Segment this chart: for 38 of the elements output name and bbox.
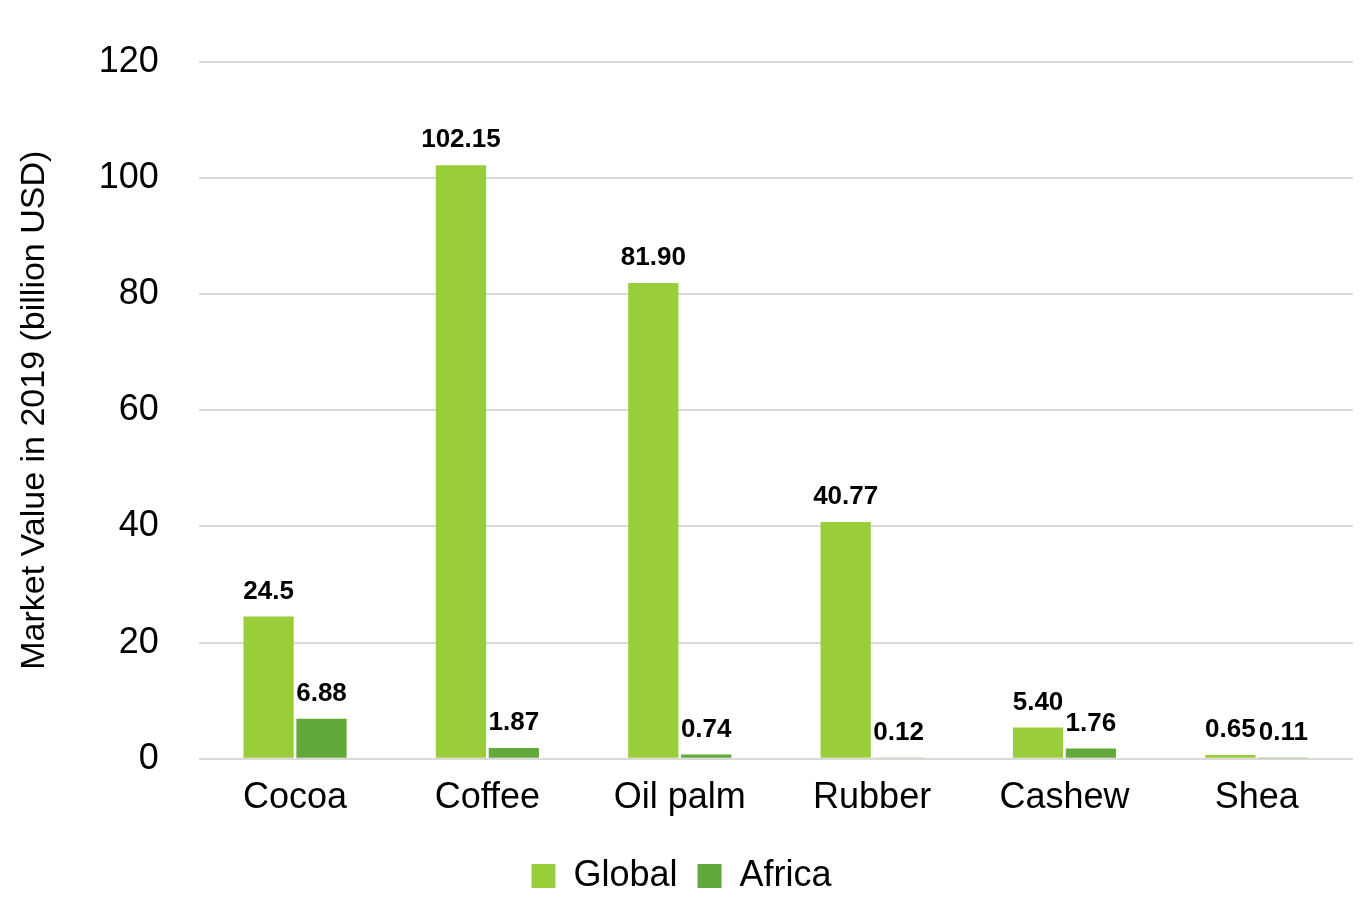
y-tick-label: 60	[118, 387, 159, 429]
bar	[1205, 755, 1256, 758]
y-tick-label: 20	[118, 619, 159, 661]
data-label: 5.40	[1012, 685, 1064, 716]
data-label: 24.5	[243, 574, 294, 605]
data-label: 81.90	[620, 241, 686, 272]
x-tick-label: Coffee	[434, 775, 541, 817]
bar	[628, 282, 679, 758]
data-label: 102.15	[421, 123, 501, 154]
x-tick-label: Oil palm	[613, 775, 746, 817]
data-label: 6.88	[296, 677, 347, 707]
y-tick-label: 80	[118, 270, 159, 312]
y-axis-title: Market Value in 2019 (billion USD)	[12, 150, 51, 670]
bar	[820, 521, 871, 758]
bar	[243, 616, 294, 758]
data-label: 0.74	[680, 712, 733, 743]
data-label: 0.11	[1258, 716, 1308, 747]
x-tick-label: Rubber	[813, 775, 932, 817]
bar	[296, 718, 347, 758]
data-label: 40.77	[813, 480, 879, 511]
y-tick-label: 0	[138, 735, 159, 777]
y-tick-label: 100	[98, 154, 159, 196]
bar	[681, 754, 732, 758]
data-label: 1.87	[488, 706, 540, 737]
data-label: 1.76	[1065, 706, 1117, 737]
bar	[1012, 727, 1064, 758]
bar	[488, 747, 539, 758]
legend-label: Africa	[739, 852, 833, 894]
x-tick-label: Cocoa	[243, 775, 349, 817]
x-tick-label: Shea	[1214, 775, 1300, 817]
data-label: 0.12	[873, 716, 924, 747]
x-tick-label: Cashew	[999, 775, 1131, 817]
bar	[1065, 748, 1117, 758]
legend-label: Global	[573, 852, 678, 894]
bar	[435, 165, 487, 758]
data-label: 0.65	[1205, 713, 1256, 744]
y-tick-label: 40	[118, 503, 159, 545]
y-tick-label: 120	[98, 38, 159, 80]
